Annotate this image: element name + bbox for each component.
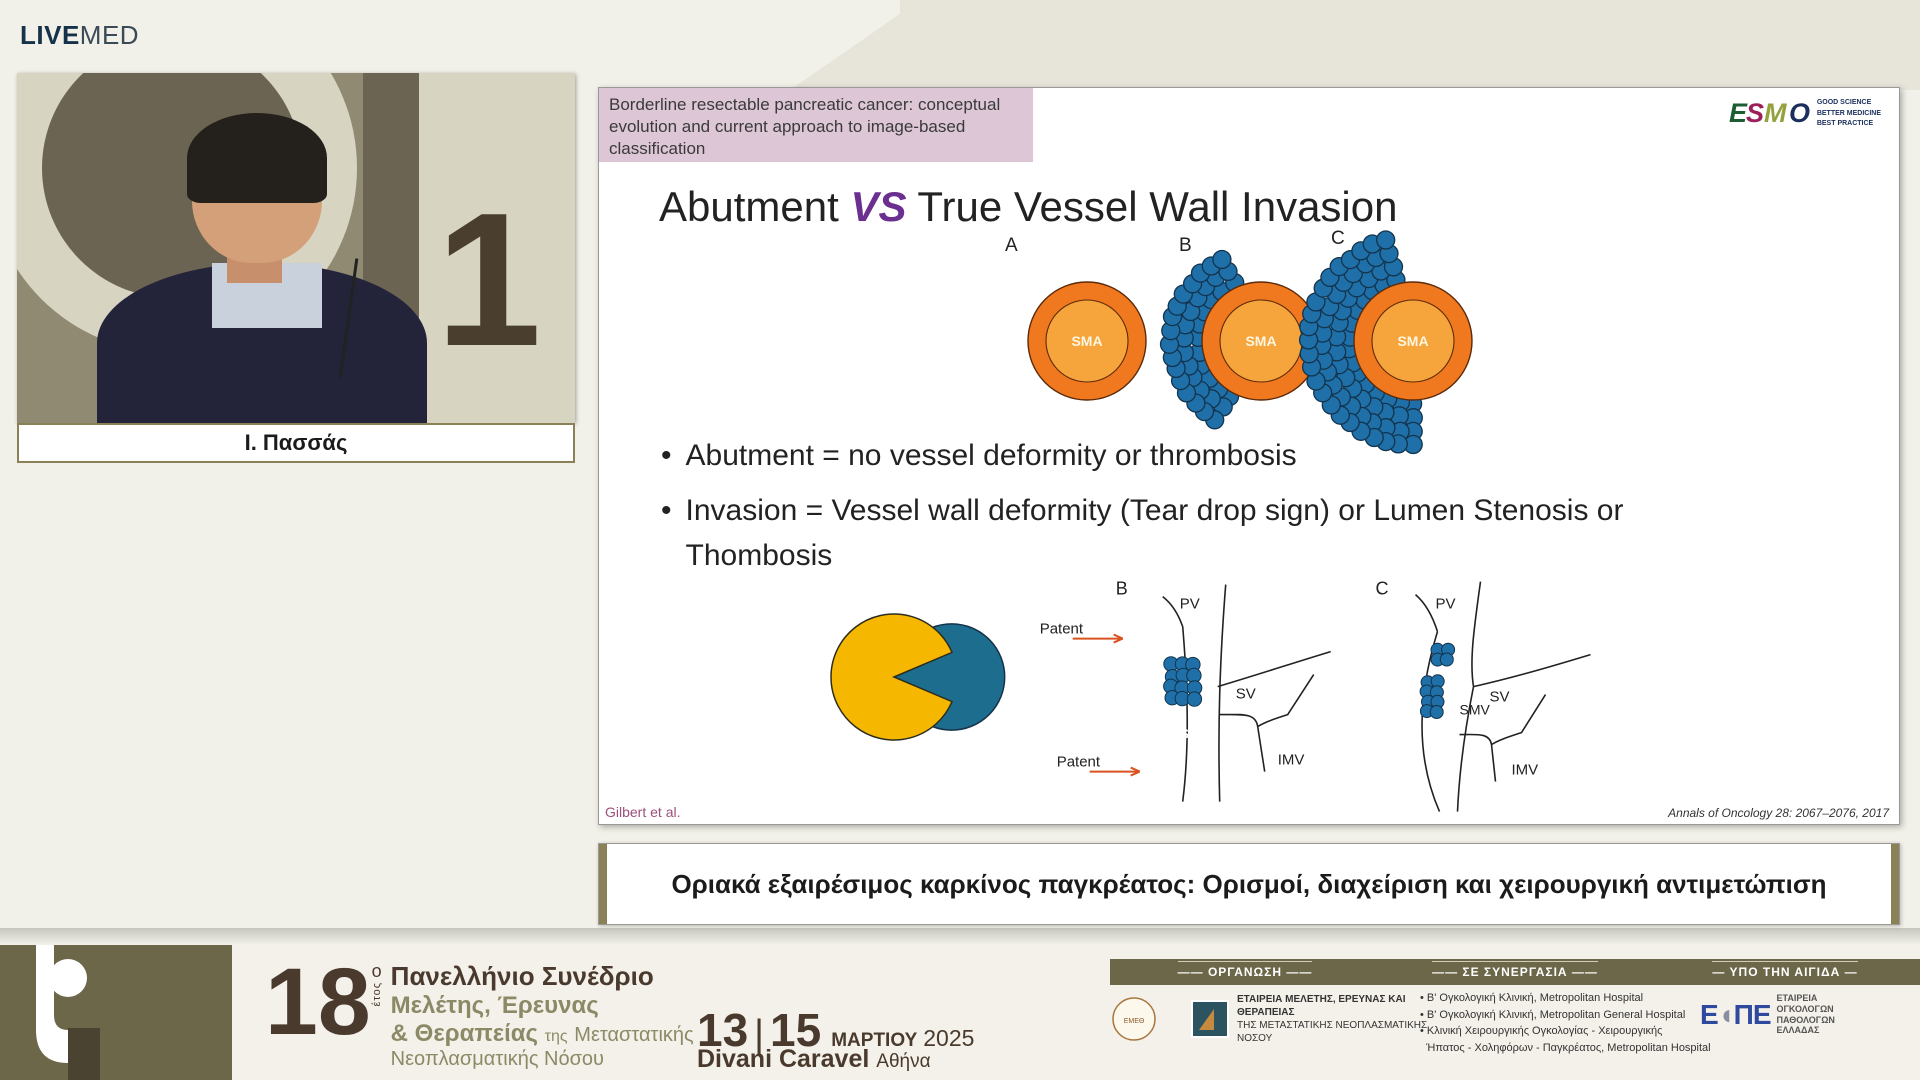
svg-text:PV: PV — [1436, 596, 1456, 613]
svg-text:SV: SV — [1490, 689, 1510, 706]
svg-text:SMA: SMA — [1245, 333, 1276, 349]
svg-text:SMA: SMA — [1071, 333, 1102, 349]
svg-text:SV: SV — [1236, 686, 1256, 703]
svg-text:IMV: IMV — [1278, 752, 1305, 769]
svg-text:C: C — [1376, 579, 1389, 599]
svg-text:Patent: Patent — [1057, 754, 1101, 771]
svg-text:SMV: SMV — [1460, 702, 1491, 718]
svg-text:SMA: SMA — [1397, 333, 1428, 349]
svg-text:SMV: SMV — [1180, 726, 1211, 742]
svg-text:Patent: Patent — [1040, 621, 1084, 638]
svg-text:IMV: IMV — [1512, 762, 1539, 779]
svg-text:PV: PV — [1180, 596, 1200, 613]
svg-text:ΕΜΕΘ: ΕΜΕΘ — [1124, 1018, 1145, 1025]
svg-text:C: C — [1331, 228, 1345, 249]
svg-text:B: B — [1116, 579, 1128, 599]
svg-text:A: A — [1005, 235, 1018, 256]
svg-text:B: B — [1179, 235, 1192, 256]
